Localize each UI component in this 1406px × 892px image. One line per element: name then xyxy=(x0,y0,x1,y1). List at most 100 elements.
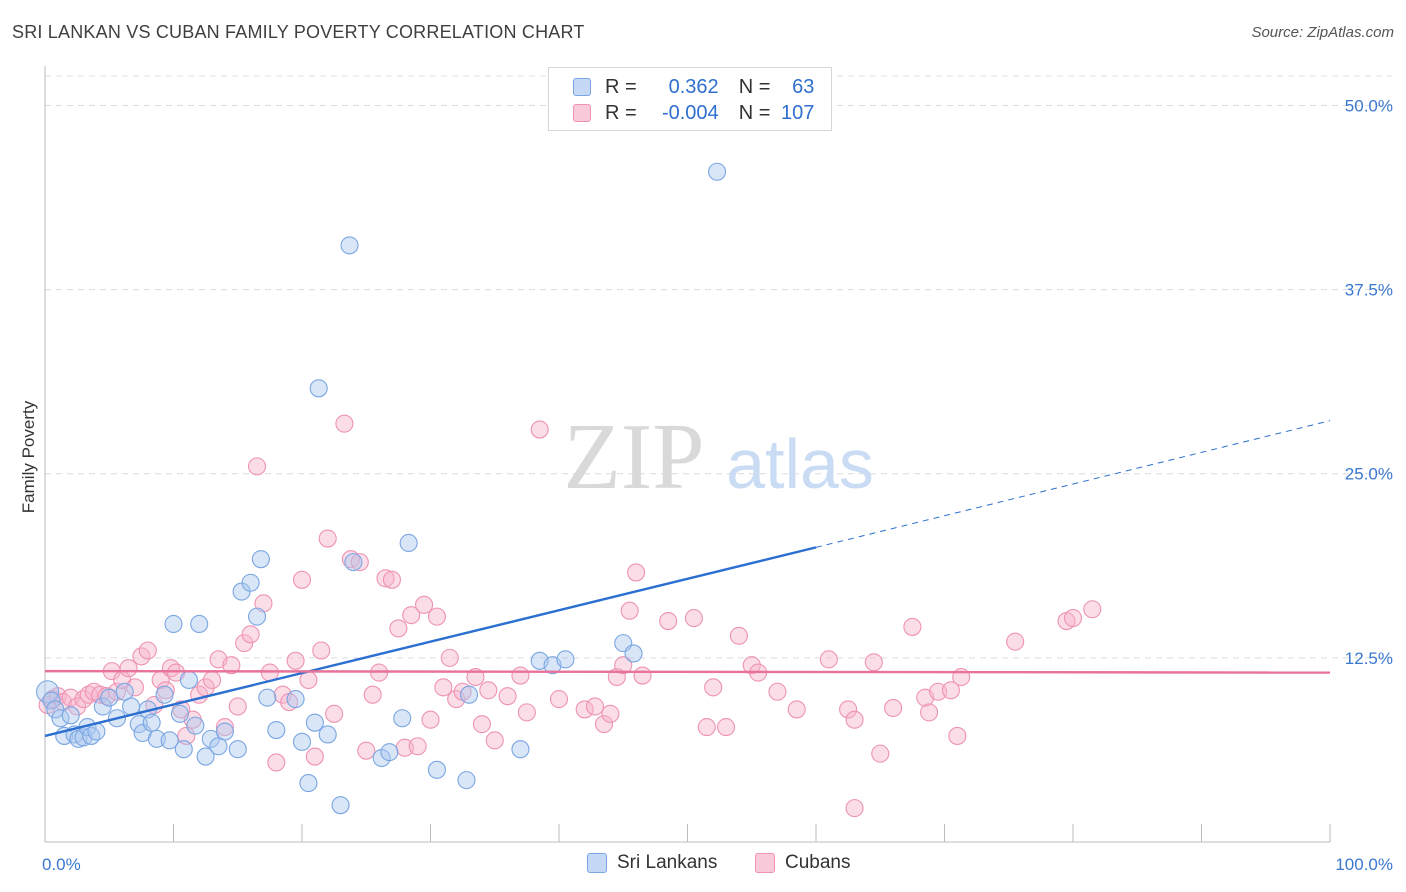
sri-lankans-point-60 xyxy=(556,650,575,669)
cubans-point-62 xyxy=(427,607,446,626)
sri-lankans-point-48 xyxy=(340,236,359,255)
cubans-point-96 xyxy=(839,700,858,719)
cubans-point-30 xyxy=(215,718,234,737)
n-label: N = xyxy=(738,101,771,124)
sri-lankans-point-42 xyxy=(292,732,312,751)
cubans-point-60 xyxy=(415,595,434,614)
cubans-point-52 xyxy=(363,685,382,704)
cubans-point-74 xyxy=(530,420,549,439)
sri-lankans-point-27 xyxy=(179,670,198,690)
source-credit: Source: ZipAtlas.com xyxy=(1251,24,1394,41)
sri-lankans-swatch xyxy=(587,853,607,873)
cubans-swatch xyxy=(573,104,591,122)
legend-item-cubans[interactable]: Cubans xyxy=(755,852,851,874)
sri-lankans-point-13 xyxy=(100,688,119,707)
sri-lankans-point-62 xyxy=(624,644,643,663)
cubans-point-32 xyxy=(228,697,247,716)
cubans-point-51 xyxy=(357,741,376,760)
watermark-atlas: atlas xyxy=(726,425,874,503)
cubans-point-50 xyxy=(350,553,369,572)
cubans-point-44 xyxy=(305,747,324,766)
cubans-point-17 xyxy=(138,641,157,660)
sri-lankans-point-54 xyxy=(427,760,446,779)
cubans-point-108 xyxy=(948,726,967,745)
y-axis-label: Family Poverty xyxy=(19,400,38,513)
cubans-point-111 xyxy=(1063,609,1083,628)
sri-lankans-point-40 xyxy=(267,720,286,740)
cubans-point-71 xyxy=(498,687,517,706)
cubans-trend-line xyxy=(44,669,1331,674)
cubans-point-38 xyxy=(267,753,286,772)
trend-lines xyxy=(44,420,1331,738)
series-legend: Sri Lankans Cubans xyxy=(0,852,1406,876)
sri-lankans-point-47 xyxy=(331,796,350,815)
sri-lankans-point-41 xyxy=(286,690,305,709)
sri-lankans-point-39 xyxy=(258,688,277,707)
cubans-point-98 xyxy=(845,799,864,818)
cubans-point-64 xyxy=(440,648,459,667)
cubans-point-59 xyxy=(408,737,427,756)
cubans-point-56 xyxy=(389,619,408,638)
cubans-point-45 xyxy=(312,641,331,660)
cubans-point-95 xyxy=(819,650,838,669)
sri-lankans-point-53 xyxy=(399,533,418,553)
cubans-point-106 xyxy=(941,681,960,700)
cubans-point-69 xyxy=(479,681,498,700)
n-value: 107 xyxy=(781,101,815,124)
cubans-point-102 xyxy=(903,617,922,636)
cubans-point-41 xyxy=(286,651,305,670)
cubans-point-90 xyxy=(729,626,748,645)
cubans-point-112 xyxy=(1083,600,1102,619)
cubans-point-93 xyxy=(768,682,787,701)
cubans-point-97 xyxy=(845,710,864,729)
cubans-point-28 xyxy=(203,670,222,690)
cubans-point-109 xyxy=(1006,632,1025,651)
sri-lankans-trend-line xyxy=(44,546,817,738)
sri-lankans-point-34 xyxy=(228,740,247,759)
sri-lankans-point-22 xyxy=(155,685,174,704)
sri-lankans-point-44 xyxy=(305,713,324,732)
sri-lankans-point-5 xyxy=(61,706,80,725)
cubans-point-89 xyxy=(716,718,736,737)
sri-lankans-point-26 xyxy=(174,740,193,759)
cubans-point-94 xyxy=(787,700,806,719)
cubans-point-54 xyxy=(376,569,395,588)
cubans-point-70 xyxy=(485,731,504,750)
cubans-point-72 xyxy=(511,666,530,685)
sri-lankans-swatch xyxy=(573,78,591,96)
cubans-point-35 xyxy=(247,457,267,476)
cubans-point-24 xyxy=(177,726,196,745)
cubans-point-15 xyxy=(125,678,144,697)
sri-lankans-point-43 xyxy=(299,774,318,793)
cubans-point-73 xyxy=(517,703,536,722)
cubans-point-82 xyxy=(620,601,639,620)
legend-item-sri-lankans[interactable]: Sri Lankans xyxy=(587,852,717,874)
legend-row-sri-lankans: R = 0.362 N = 63 xyxy=(573,75,814,99)
legend-row-cubans: R = -0.004 N = 107 xyxy=(573,101,814,125)
sri-lankans-point-25 xyxy=(170,704,189,723)
sri-lankans-point-46 xyxy=(318,725,337,744)
sri-lankans-points xyxy=(36,162,727,815)
sri-lankans-point-52 xyxy=(393,709,412,728)
cubans-point-91 xyxy=(742,656,761,675)
cubans-point-87 xyxy=(697,718,716,737)
sri-lankans-trend-extension xyxy=(815,420,1331,548)
sri-lankans-point-38 xyxy=(251,550,270,569)
cubans-point-46 xyxy=(318,529,337,548)
y-tick-label-3: 50.0% xyxy=(1345,96,1393,115)
y-tick-label-1: 25.0% xyxy=(1345,465,1393,484)
n-value: 63 xyxy=(792,75,815,98)
sri-lankans-point-56 xyxy=(459,685,479,704)
cubans-point-68 xyxy=(472,715,491,734)
cubans-point-99 xyxy=(864,653,883,672)
cubans-point-76 xyxy=(575,700,594,719)
sri-lankans-point-24 xyxy=(164,614,183,634)
cubans-point-42 xyxy=(292,570,312,589)
legend-label-cubans: Cubans xyxy=(785,852,851,873)
cubans-point-63 xyxy=(434,678,453,697)
r-value: -0.004 xyxy=(661,101,719,124)
sri-lankans-point-12 xyxy=(93,697,112,716)
cubans-point-48 xyxy=(335,414,354,433)
chart-title: SRI LANKAN VS CUBAN FAMILY POVERTY CORRE… xyxy=(12,22,585,42)
cubans-point-81 xyxy=(614,656,633,675)
